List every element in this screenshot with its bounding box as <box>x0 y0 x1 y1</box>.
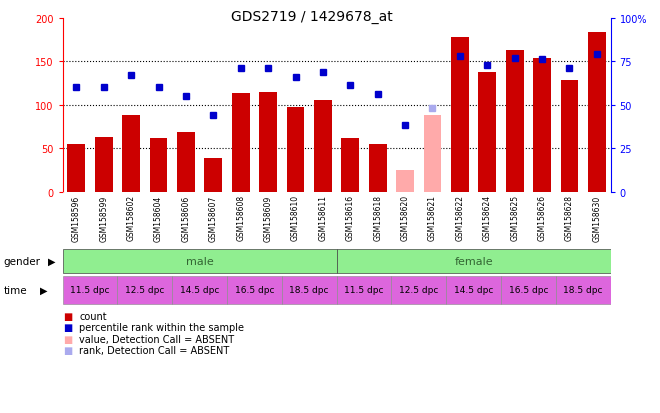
Bar <box>369 145 387 192</box>
Bar <box>95 138 113 192</box>
Text: 18.5 dpc: 18.5 dpc <box>290 286 329 294</box>
Bar <box>424 116 442 192</box>
Text: 11.5 dpc: 11.5 dpc <box>345 286 383 294</box>
Text: count: count <box>79 311 107 321</box>
Text: GSM158602: GSM158602 <box>127 195 136 241</box>
Text: 14.5 dpc: 14.5 dpc <box>454 286 493 294</box>
Text: GSM158616: GSM158616 <box>346 195 355 241</box>
FancyBboxPatch shape <box>337 276 391 304</box>
Text: 12.5 dpc: 12.5 dpc <box>399 286 438 294</box>
Text: 16.5 dpc: 16.5 dpc <box>235 286 274 294</box>
Text: GSM158621: GSM158621 <box>428 195 437 241</box>
Text: GSM158607: GSM158607 <box>209 195 218 241</box>
FancyBboxPatch shape <box>556 276 611 304</box>
Bar <box>533 59 551 192</box>
FancyBboxPatch shape <box>446 276 501 304</box>
Bar <box>122 116 140 192</box>
Text: 14.5 dpc: 14.5 dpc <box>180 286 219 294</box>
Text: value, Detection Call = ABSENT: value, Detection Call = ABSENT <box>79 334 234 344</box>
Text: 12.5 dpc: 12.5 dpc <box>125 286 164 294</box>
Text: percentile rank within the sample: percentile rank within the sample <box>79 323 244 332</box>
Text: GSM158624: GSM158624 <box>482 195 492 241</box>
Text: GSM158628: GSM158628 <box>565 195 574 241</box>
Bar <box>232 94 249 192</box>
Text: time: time <box>3 285 27 295</box>
FancyBboxPatch shape <box>501 276 556 304</box>
Bar <box>478 72 496 192</box>
Bar <box>560 81 578 192</box>
FancyBboxPatch shape <box>282 276 337 304</box>
Text: GSM158610: GSM158610 <box>291 195 300 241</box>
Text: rank, Detection Call = ABSENT: rank, Detection Call = ABSENT <box>79 346 230 356</box>
Text: GSM158626: GSM158626 <box>537 195 546 241</box>
Bar <box>588 33 606 192</box>
Bar <box>286 108 304 192</box>
Bar <box>506 51 523 192</box>
Text: GSM158606: GSM158606 <box>182 195 191 241</box>
Bar <box>396 171 414 192</box>
Text: 18.5 dpc: 18.5 dpc <box>564 286 603 294</box>
FancyBboxPatch shape <box>117 276 172 304</box>
Text: GSM158622: GSM158622 <box>455 195 465 241</box>
Text: gender: gender <box>3 256 40 266</box>
Text: ■: ■ <box>63 334 72 344</box>
FancyBboxPatch shape <box>337 249 610 273</box>
Text: GSM158618: GSM158618 <box>373 195 382 241</box>
Text: GSM158625: GSM158625 <box>510 195 519 241</box>
Bar <box>451 38 469 192</box>
Bar <box>67 145 85 192</box>
Text: female: female <box>454 256 493 266</box>
FancyBboxPatch shape <box>172 276 227 304</box>
Bar <box>341 138 359 192</box>
Text: ■: ■ <box>63 346 72 356</box>
Text: GSM158611: GSM158611 <box>318 195 327 241</box>
Text: 11.5 dpc: 11.5 dpc <box>71 286 110 294</box>
Text: GDS2719 / 1429678_at: GDS2719 / 1429678_at <box>231 10 393 24</box>
Text: GSM158608: GSM158608 <box>236 195 246 241</box>
Bar <box>259 93 277 192</box>
Text: ▶: ▶ <box>40 285 47 295</box>
Bar <box>177 133 195 192</box>
Bar <box>205 158 222 192</box>
FancyBboxPatch shape <box>63 276 117 304</box>
Text: GSM158599: GSM158599 <box>99 195 108 241</box>
Text: GSM158630: GSM158630 <box>592 195 601 241</box>
Text: ■: ■ <box>63 323 72 332</box>
Text: male: male <box>185 256 214 266</box>
Text: ■: ■ <box>63 311 72 321</box>
FancyBboxPatch shape <box>63 249 337 273</box>
Text: GSM158596: GSM158596 <box>72 195 81 241</box>
Text: GSM158609: GSM158609 <box>263 195 273 241</box>
Text: GSM158604: GSM158604 <box>154 195 163 241</box>
Text: GSM158620: GSM158620 <box>401 195 410 241</box>
Text: 16.5 dpc: 16.5 dpc <box>509 286 548 294</box>
FancyBboxPatch shape <box>227 276 282 304</box>
Bar <box>150 138 168 192</box>
FancyBboxPatch shape <box>391 276 446 304</box>
Bar <box>314 101 332 192</box>
Text: ▶: ▶ <box>48 256 55 266</box>
